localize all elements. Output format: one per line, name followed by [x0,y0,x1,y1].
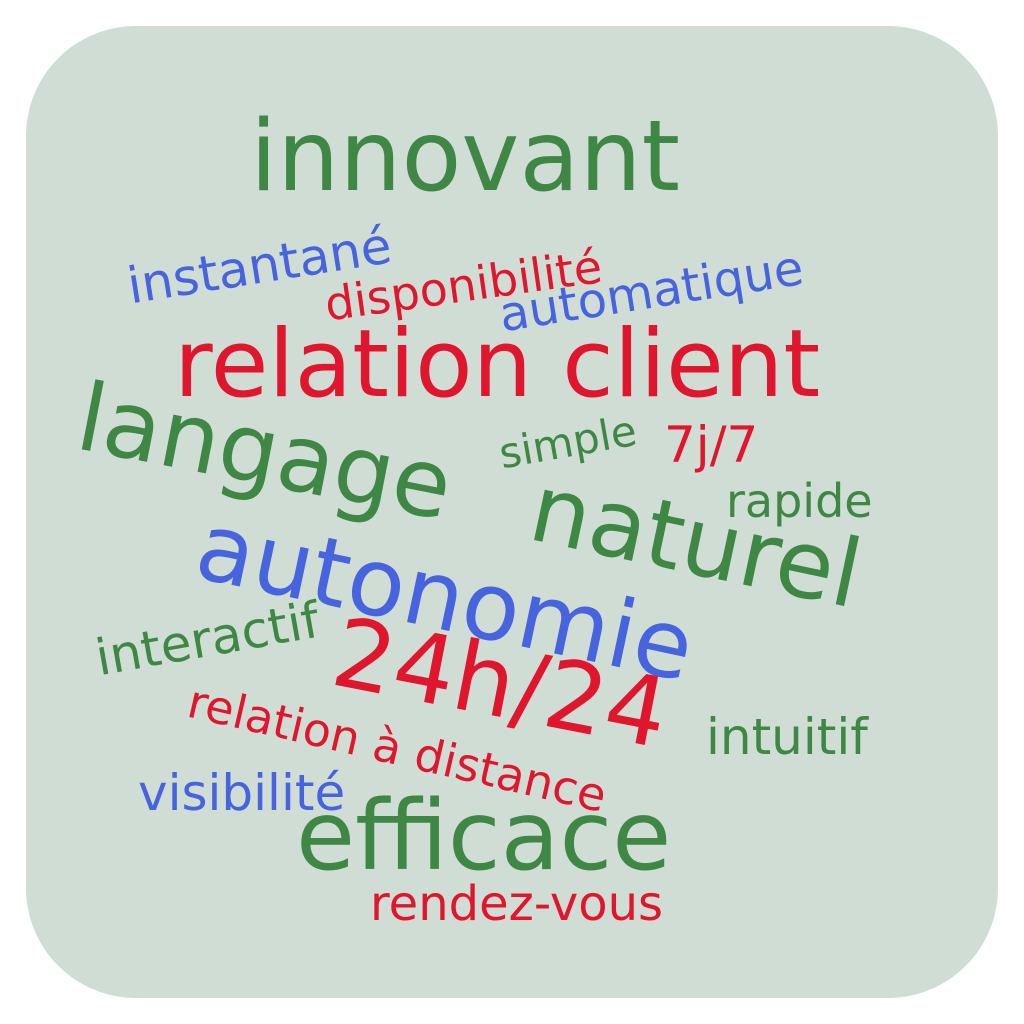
word-cloud-card: innovant instantané disponibilité automa… [26,26,998,998]
word-interactif: interactif [91,590,324,688]
word-relation-client: relation client [174,310,821,419]
word-visibilite: visibilité [138,764,346,822]
word-intuitif: intuitif [706,708,868,766]
word-innovant: innovant [250,100,680,214]
word-rapide: rapide [726,474,873,528]
word-efficace: efficace [296,780,672,892]
word-7j7: 7j/7 [664,416,759,474]
word-rendez-vous: rendez-vous [370,876,664,932]
